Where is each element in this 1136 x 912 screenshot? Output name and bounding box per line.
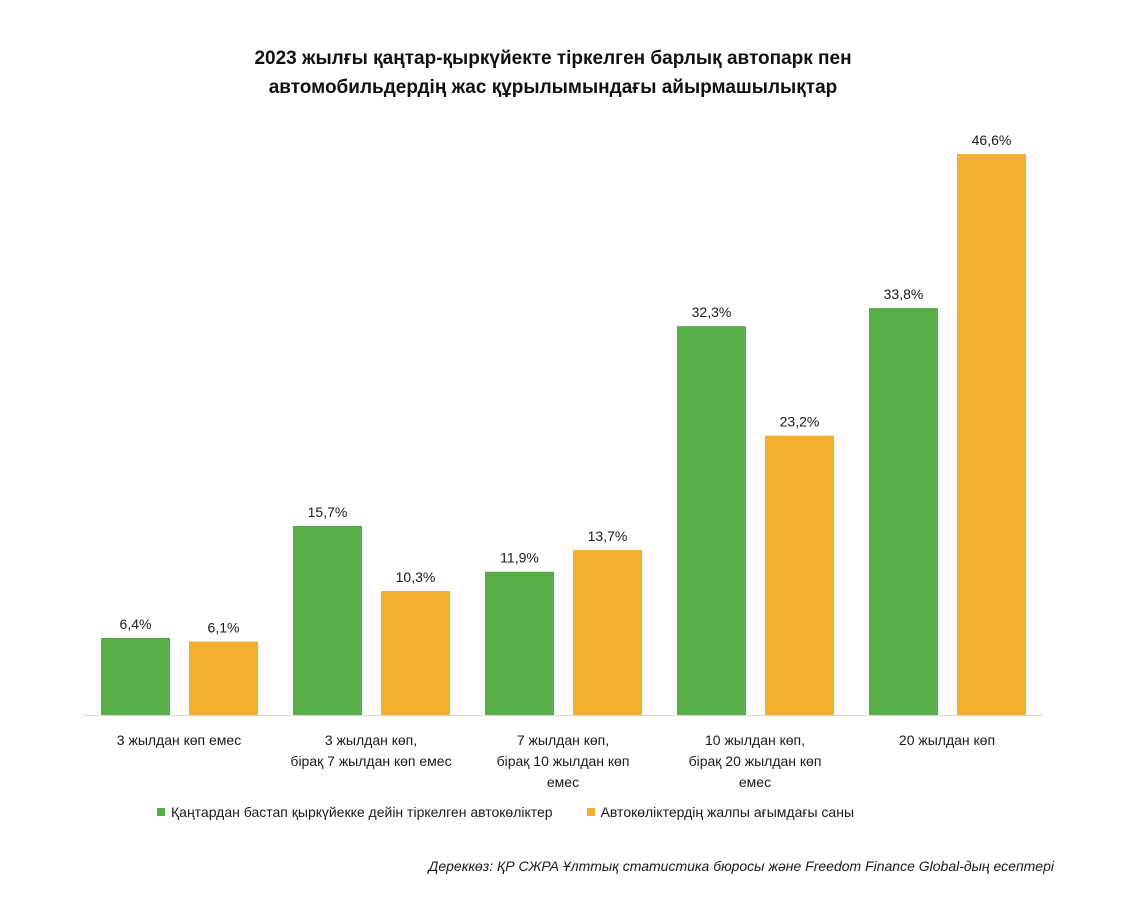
bar-series-1-cat-1 (101, 637, 170, 715)
data-label-series-2-cat-2: 10,3% (396, 569, 436, 585)
category-label-4-line-1: 10 жылдан көп, (704, 732, 806, 748)
bar-series-2-cat-3 (573, 550, 642, 715)
category-label-1: 3 жылдан көп емес (79, 730, 279, 751)
category-label-1-line-1: 3 жылдан көп емес (116, 732, 242, 748)
bar-series-2-cat-5 (957, 154, 1026, 715)
legend-item-series-2: Автокөліктердің жалпы ағымдағы саны (586, 804, 855, 820)
bar-series-1-cat-3 (485, 571, 554, 715)
data-label-series-1-cat-5: 33,8% (884, 286, 924, 302)
category-label-2-line-2: бірақ 7 жылдан көп емес (290, 753, 452, 769)
source-note: Дереккөз: ҚР СЖРА Ұлттық статистика бюро… (428, 858, 1055, 874)
category-label-4-line-2: бірақ 20 жылдан көп (688, 753, 822, 769)
legend-item-series-1: Қаңтардан бастап қыркүйекке дейін тіркел… (157, 804, 553, 820)
data-label-series-2-cat-1: 6,1% (208, 620, 240, 636)
data-label-series-1-cat-3: 11,9% (500, 550, 539, 566)
category-label-5-line-1: 20 жылдан көп (898, 732, 996, 748)
bar-series-1-cat-2 (293, 525, 362, 715)
chart-title-line-2: автомобильдердің жас құрылымындағы айырм… (268, 77, 838, 98)
category-label-4-line-3: емес (738, 774, 772, 790)
category-label-2: 3 жылдан көп, бірақ 7 жылдан көп емес (271, 730, 471, 772)
data-label-series-1-cat-2: 15,7% (308, 504, 348, 520)
chart-title: 2023 жылғы қаңтар-қыркүйекте тіркелген б… (0, 44, 1106, 102)
category-label-4: 10 жылдан көп, бірақ 20 жылдан көп емес (655, 730, 855, 793)
bar-series-2-cat-4 (765, 435, 834, 715)
data-label-series-1-cat-4: 32,3% (692, 304, 732, 320)
bar-series-1-cat-5 (869, 308, 938, 715)
bar-series-1-cat-4 (677, 326, 746, 715)
data-label-series-2-cat-3: 13,7% (588, 528, 628, 544)
category-label-3-line-2: бірақ 10 жылдан көп (496, 753, 630, 769)
chart-title-line-1: 2023 жылғы қаңтар-қыркүйекте тіркелген б… (254, 48, 852, 69)
data-label-series-1-cat-1: 6,4% (120, 616, 152, 632)
category-label-3: 7 жылдан көп, бірақ 10 жылдан көп емес (463, 730, 663, 793)
legend-swatch-orange (586, 808, 595, 816)
category-label-3-line-3: емес (546, 774, 580, 790)
data-label-series-2-cat-4: 23,2% (780, 414, 820, 430)
chart-legend: Қаңтардан бастап қыркүйекке дейін тіркел… (157, 804, 888, 820)
category-label-2-line-1: 3 жылдан көп, (324, 732, 418, 748)
bar-series-2-cat-2 (381, 591, 450, 715)
category-label-5: 20 жылдан көп (847, 730, 1047, 751)
bar-series-2-cat-1 (189, 641, 258, 715)
legend-swatch-green (157, 808, 165, 816)
data-label-series-2-cat-5: 46,6% (972, 132, 1012, 148)
category-label-3-line-1: 7 жылдан көп, (516, 732, 610, 748)
legend-label-series-1: Қаңтардан бастап қыркүйекке дейін тіркел… (171, 804, 553, 820)
legend-label-series-2: Автокөліктердің жалпы ағымдағы саны (600, 804, 855, 820)
